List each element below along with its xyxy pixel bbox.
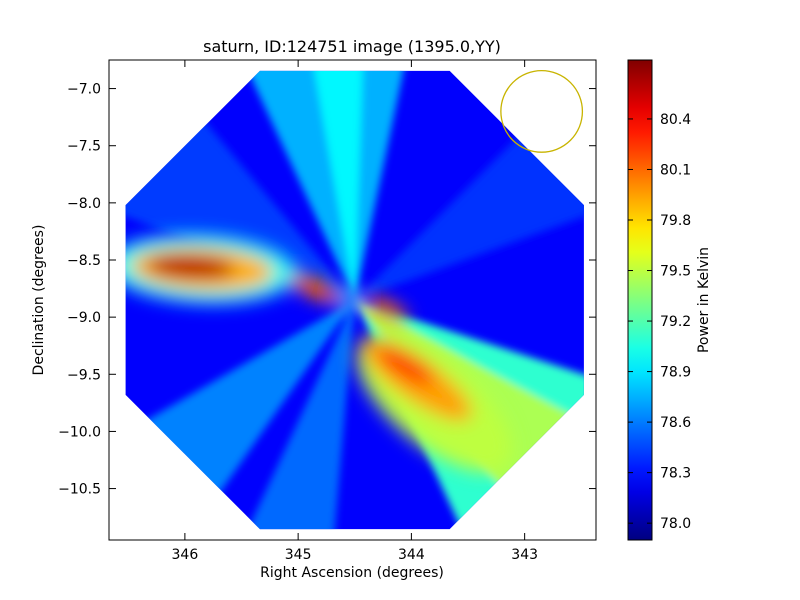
y-tick-label: −9.5 [67, 367, 101, 383]
southeast-lobe-peak [377, 346, 434, 384]
y-tick-label: −9.0 [67, 310, 101, 326]
colorbar-tick-label: 79.8 [660, 213, 691, 229]
y-tick-label: −8.5 [67, 253, 101, 269]
colorbar-ticks: 78.0 78.3 78.6 78.9 79.2 79.5 79.8 80.1 80.4 [628, 112, 691, 532]
y-tick-label: −8.0 [67, 196, 101, 212]
colorbar-tick-label: 78.9 [660, 365, 691, 381]
x-axis-label: Right Ascension (degrees) [260, 565, 444, 581]
west-lobe-peak [146, 254, 235, 280]
y-tick-label: −10.0 [58, 424, 101, 440]
lobe-layer [125, 234, 512, 472]
axes-frame [108, 59, 597, 541]
colorbar [628, 60, 652, 540]
ray-north [219, 70, 422, 300]
y-tick-label: −10.5 [58, 482, 101, 498]
chart-title: saturn, ID:124751 image (1395.0,YY) [203, 37, 501, 56]
colorbar-tick-label: 78.6 [660, 415, 691, 431]
x-tick-label: 344 [398, 547, 425, 563]
central-jet-east [291, 274, 339, 303]
colorbar-tick-label: 80.1 [660, 162, 691, 178]
plot-area [125, 70, 584, 530]
colorbar-tick-label: 78.0 [660, 516, 691, 532]
x-tick-label: 343 [511, 547, 538, 563]
ray-north-core [299, 70, 366, 300]
x-axis: 346 345 344 343 [172, 60, 538, 563]
y-tick-label: −7.0 [67, 82, 101, 98]
sky-image [125, 70, 584, 530]
y-axis-label: Declination (degrees) [31, 225, 47, 376]
x-tick-label: 345 [285, 547, 312, 563]
colorbar-label: Power in Kelvin [696, 247, 712, 353]
y-tick-label: −7.5 [67, 139, 101, 155]
colorbar-frame [627, 59, 653, 541]
ray-south [219, 300, 355, 530]
colorbar-tick-label: 80.4 [660, 112, 691, 128]
centre-spot [337, 288, 362, 312]
colorbar-tick-label: 79.5 [660, 264, 691, 280]
x-tick-label: 346 [172, 547, 199, 563]
colorbar-tick-label: 79.2 [660, 314, 691, 330]
beam-circle [500, 70, 584, 153]
colorbar-tick-label: 78.3 [660, 466, 691, 482]
central-jet-west [364, 296, 409, 322]
y-axis: −7.0 −7.5 −8.0 −8.5 −9.0 −9.5 −10.0 −10.5 [58, 82, 596, 498]
